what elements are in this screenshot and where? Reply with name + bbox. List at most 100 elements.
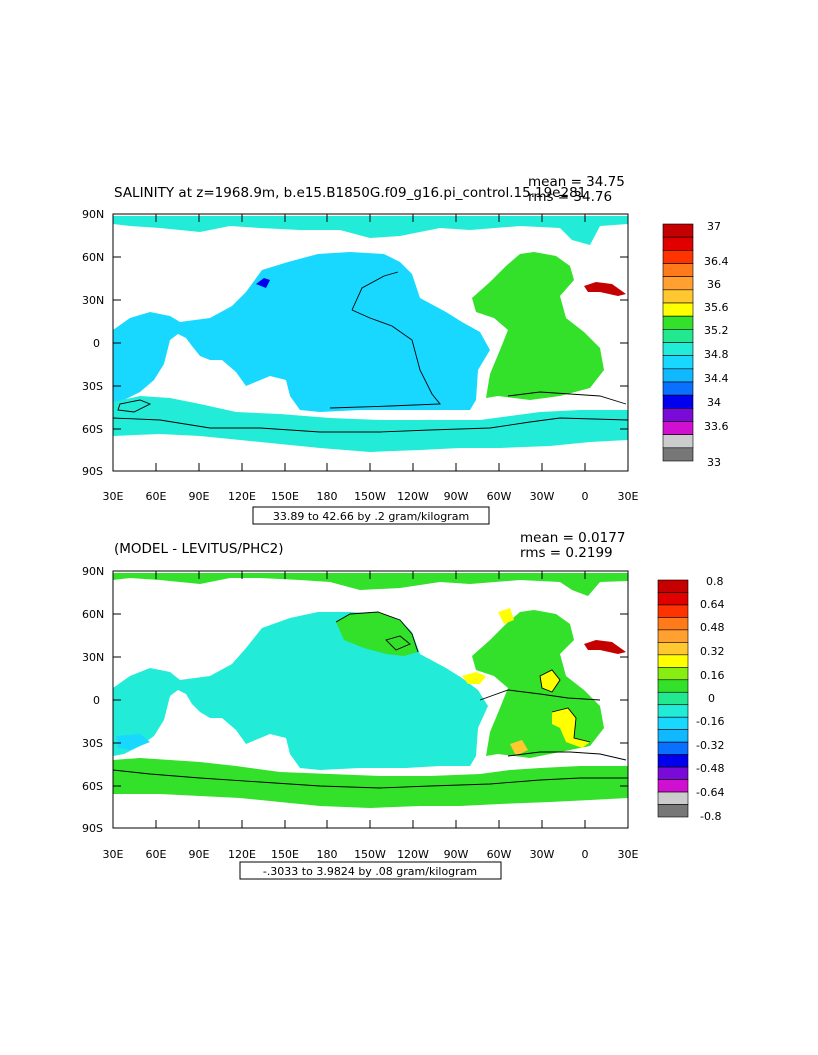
colorbar-label: -0.48	[696, 762, 724, 775]
x-tick-label: 60W	[487, 490, 512, 503]
colorbar-swatch	[662, 355, 694, 370]
x-tick-label: 120E	[228, 490, 256, 503]
colorbar-label: 0.48	[700, 621, 725, 634]
colorbar-swatch	[662, 236, 694, 251]
colorbar	[662, 223, 694, 462]
colorbar	[657, 579, 689, 818]
colorbar-swatch	[662, 408, 694, 422]
salinity-map-figure: mean = 34.75 rms = 34.76 SALINITY at z=1…	[82, 174, 729, 525]
colorbar-swatch	[657, 766, 689, 780]
y-tick-label: 90N	[82, 208, 104, 221]
x-tick-label: 60W	[487, 848, 512, 861]
x-tick-label: 0	[582, 848, 589, 861]
colorbar-swatch	[657, 741, 689, 755]
y-tick-label: 60S	[82, 423, 103, 436]
colorbar-label: -0.8	[700, 810, 721, 823]
axis-ticks	[113, 571, 628, 828]
mean-label: mean = 0.0177	[520, 530, 625, 546]
range-box	[239, 861, 502, 880]
x-tick-label: 60E	[146, 848, 167, 861]
colorbar-label: 0	[708, 692, 715, 705]
colorbar-swatch	[657, 654, 689, 668]
y-tick-label: 60N	[82, 608, 104, 621]
anomaly-field	[112, 573, 628, 808]
range-box	[252, 506, 490, 525]
colorbar-label: -0.64	[696, 786, 724, 799]
colorbar-swatch	[662, 250, 694, 264]
colorbar-swatch	[657, 754, 689, 768]
mean-label: mean = 34.75	[528, 174, 625, 190]
salinity-panel: mean = 34.75 rms = 34.76 SALINITY at z=1…	[82, 174, 729, 525]
x-tick-label: 120E	[228, 848, 256, 861]
x-tick-label: 90W	[444, 848, 469, 861]
x-tick-label: 150W	[354, 848, 386, 861]
x-tick-label: 90E	[189, 490, 210, 503]
x-tick-label: 90W	[444, 490, 469, 503]
colorbar-swatch	[662, 276, 694, 291]
range-label: -.3033 to 3.9824 by .08 gram/kilogram	[263, 865, 477, 878]
colorbar-label: 0.32	[700, 645, 725, 658]
colorbar-swatch	[662, 289, 694, 304]
map-plot-area	[112, 213, 629, 472]
colorbar-label: 35.2	[704, 324, 729, 337]
y-tick-label: 30N	[82, 294, 104, 307]
colorbar-label: -0.32	[696, 739, 724, 752]
x-tick-label: 90E	[189, 848, 210, 861]
range-label: 33.89 to 42.66 by .2 gram/kilogram	[273, 510, 469, 523]
colorbar-swatch	[657, 804, 689, 818]
axis-ticks	[113, 213, 628, 471]
colorbar-swatch	[657, 716, 689, 730]
colorbar-swatch	[662, 342, 694, 356]
colorbar-swatch	[657, 667, 689, 681]
y-tick-label: 30S	[82, 737, 103, 750]
y-tick-label: 0	[93, 337, 100, 350]
colorbar-swatch	[662, 302, 694, 317]
colorbar-swatch	[657, 679, 689, 693]
colorbar-swatch	[657, 691, 689, 706]
colorbar-swatch	[657, 617, 689, 631]
colorbar-swatch	[657, 579, 689, 593]
map-title: SALINITY at z=1968.9m, b.e15.B1850G.f09_…	[114, 185, 586, 201]
colorbar-label: 35.6	[704, 301, 729, 314]
colorbar-swatch	[657, 592, 689, 606]
colorbar-label: 34.4	[704, 372, 729, 385]
x-tick-label: 30E	[103, 848, 124, 861]
colorbar-swatch	[657, 642, 689, 656]
colorbar-swatch	[662, 394, 694, 409]
colorbar-swatch	[662, 329, 694, 343]
colorbar-label: 33.6	[704, 420, 729, 433]
y-tick-label: 60S	[82, 780, 103, 793]
colorbar-swatch	[662, 263, 694, 277]
x-tick-label: 150W	[354, 490, 386, 503]
colorbar-label: 0.64	[700, 598, 725, 611]
colorbar-swatch	[662, 447, 694, 462]
colorbar-label: 36	[707, 278, 721, 291]
difference-map-figure: mean = 0.0177 rms = 0.2199 (MODEL - LEVI…	[82, 530, 725, 880]
x-tick-label: 150E	[271, 490, 299, 503]
colorbar-label: 36.4	[704, 255, 729, 268]
x-tick-label: 180	[317, 848, 338, 861]
colorbar-label: -0.16	[696, 715, 724, 728]
colorbar-label: 34	[707, 396, 721, 409]
x-tick-label: 30E	[618, 490, 639, 503]
colorbar-label: 37	[707, 220, 721, 233]
x-tick-label: 60E	[146, 490, 167, 503]
colorbar-swatch	[657, 604, 689, 618]
y-tick-label: 90S	[82, 465, 103, 478]
x-tick-label: 30E	[103, 490, 124, 503]
x-tick-label: 30W	[530, 848, 555, 861]
map-plot-area	[112, 570, 629, 829]
colorbar-swatch	[662, 223, 694, 238]
colorbar-swatch	[657, 629, 689, 643]
colorbar-swatch	[662, 381, 694, 396]
x-tick-label: 30E	[618, 848, 639, 861]
colorbar-swatch	[662, 434, 694, 449]
ocean-field	[112, 216, 629, 452]
difference-panel: mean = 0.0177 rms = 0.2199 (MODEL - LEVI…	[0, 530, 818, 890]
x-tick-label: 120W	[397, 490, 429, 503]
x-tick-label: 150E	[271, 848, 299, 861]
y-tick-label: 90N	[82, 565, 104, 578]
x-tick-label: 30W	[530, 490, 555, 503]
colorbar-swatch	[657, 779, 689, 793]
rms-label: rms = 0.2199	[520, 545, 613, 561]
